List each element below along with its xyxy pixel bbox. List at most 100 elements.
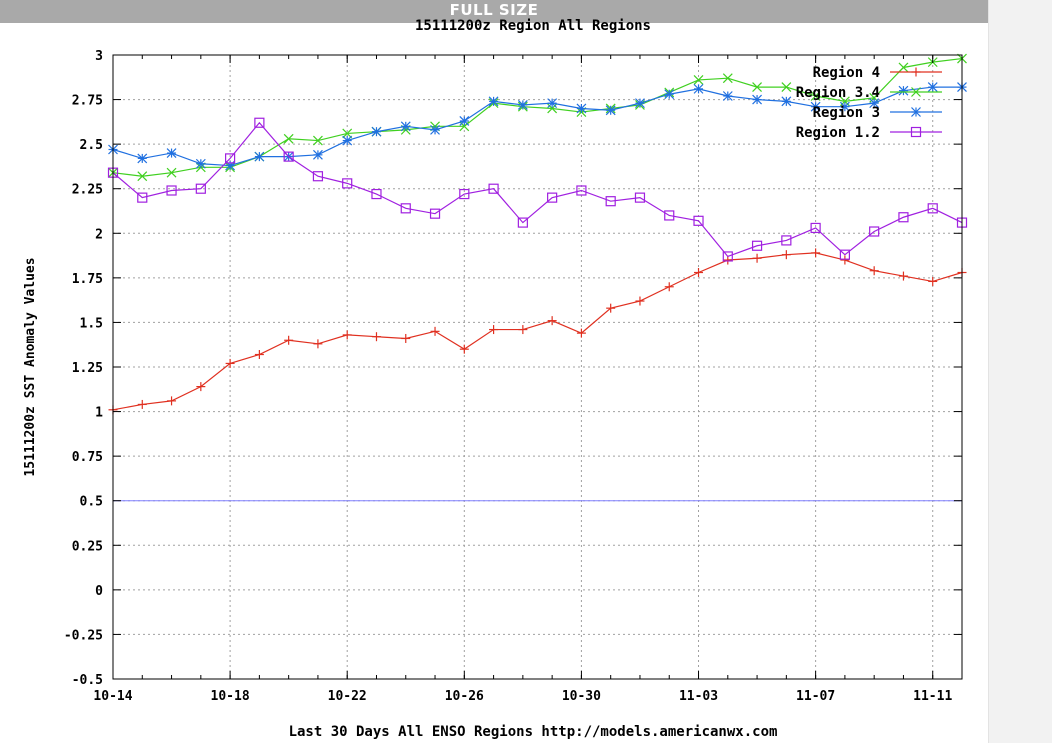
marker-stroke — [400, 121, 411, 132]
marker-stroke — [342, 135, 353, 146]
legend-marker-region-4 — [911, 67, 921, 77]
marker-stroke — [371, 126, 382, 137]
y-tick-label: -0.25 — [64, 628, 103, 643]
marker-stroke — [664, 210, 675, 221]
marker-stroke — [517, 217, 528, 228]
marker-stroke — [430, 124, 440, 135]
data-point-region-1-2 — [810, 222, 821, 234]
marker-stroke — [722, 73, 733, 84]
data-point-region-3 — [839, 101, 850, 112]
x-tick-label: 10-18 — [211, 689, 250, 704]
marker-stroke — [254, 117, 265, 128]
ticks: -0.5 -0.25 0 0.25 0.5 0.75 1 1.25 1.5 1.75 2 2.25 2.… — [64, 49, 963, 704]
data-point-region-1-2 — [342, 178, 353, 189]
data-point-region-1-2 — [839, 249, 850, 260]
data-point-region-4 — [547, 316, 557, 326]
data-point-region-4 — [489, 325, 499, 335]
data-point-region-4 — [635, 296, 645, 306]
marker-stroke — [400, 203, 411, 214]
data-point-region-1-2 — [898, 212, 909, 223]
marker-stroke — [547, 98, 558, 109]
data-point-region-4 — [752, 253, 762, 263]
marker-stroke — [927, 203, 938, 214]
marker-stroke — [781, 96, 792, 107]
series-line-region-3 — [112, 86, 962, 167]
data-point-region-3 — [313, 149, 323, 160]
full-size-label[interactable]: FULL SIZE — [449, 1, 539, 19]
marker-stroke — [459, 188, 470, 200]
data-point-region-3 — [635, 98, 645, 109]
data-point-region-3 — [664, 89, 675, 100]
data-point-region-4 — [781, 250, 791, 260]
data-point-region-3 — [517, 99, 528, 110]
data-point-region-1-2 — [576, 185, 587, 196]
data-point-region-4 — [254, 350, 264, 360]
marker-stroke — [781, 82, 792, 93]
marker-stroke — [429, 208, 441, 219]
data-point-region-3-4 — [810, 91, 821, 101]
data-point-region-3-4 — [342, 128, 353, 139]
legend-label-region-1-2: Region 1.2 — [796, 125, 880, 141]
data-point-region-4 — [371, 332, 381, 342]
marker-stroke — [254, 151, 265, 162]
marker-stroke — [693, 83, 704, 94]
data-point-region-1-2 — [254, 117, 265, 128]
data-point-region-4 — [196, 382, 206, 392]
data-point-region-1-2 — [429, 208, 441, 219]
data-point-region-3-4 — [781, 82, 792, 93]
marker-stroke — [781, 235, 792, 246]
marker-stroke — [342, 128, 353, 139]
data-point-region-3 — [781, 96, 792, 107]
series-line-region-1-2 — [112, 121, 963, 258]
data-point-region-3 — [488, 96, 499, 107]
grid — [113, 55, 962, 679]
marker-stroke — [313, 135, 323, 146]
x-tick-label: 10-22 — [328, 689, 367, 704]
data-point-region-4 — [225, 358, 235, 368]
data-point-region-1-2 — [605, 196, 616, 207]
marker-stroke — [313, 149, 323, 160]
x-tick-label: 10-14 — [93, 689, 132, 704]
data-point-region-1-2 — [693, 215, 704, 226]
data-point-region-4 — [137, 399, 147, 409]
marker-stroke — [283, 151, 294, 162]
marker-stroke — [869, 226, 880, 237]
data-point-region-3 — [459, 116, 470, 126]
data-point-region-4 — [576, 328, 586, 338]
data-point-region-3-4 — [722, 73, 733, 84]
marker-stroke — [927, 82, 938, 93]
y-tick-label: 1 — [95, 406, 103, 421]
marker-stroke — [911, 87, 921, 97]
marker-stroke — [898, 62, 909, 73]
data-point-region-1-2 — [722, 251, 733, 262]
y-tick-label: 0.25 — [72, 539, 103, 554]
marker-stroke — [576, 185, 587, 196]
data-point-region-1-2 — [517, 217, 528, 228]
data-point-region-1-2 — [927, 203, 938, 214]
data-point-region-1-2 — [488, 183, 499, 194]
marker-stroke — [459, 116, 470, 126]
marker-stroke — [605, 105, 616, 116]
y-tick-label: 0 — [95, 584, 103, 599]
data-point-region-1-2 — [751, 240, 763, 251]
y-tick-label: 0.75 — [72, 450, 103, 465]
data-point-region-3 — [752, 94, 762, 105]
data-point-region-3-4 — [283, 133, 294, 144]
marker-stroke — [634, 192, 646, 203]
sst-anomaly-chart: -0.5 -0.25 0 0.25 0.5 0.75 1 1.25 1.5 1.75 2 2.25 2.… — [23, 18, 968, 740]
data-point-region-4 — [430, 326, 440, 336]
y-tick-label: 2.75 — [72, 94, 103, 109]
data-point-region-4 — [869, 266, 879, 276]
x-tick-label: 11-03 — [679, 689, 718, 704]
marker-stroke — [664, 89, 675, 100]
marker-stroke — [722, 251, 733, 262]
data-point-region-1-2 — [781, 235, 792, 246]
data-point-region-3 — [342, 135, 353, 146]
legend-label-region-3-4: Region 3.4 — [796, 85, 880, 101]
marker-stroke — [283, 133, 294, 144]
series-line-region-4 — [112, 252, 963, 411]
marker-stroke — [166, 167, 177, 178]
data-point-region-4 — [167, 396, 177, 406]
legend-marker-region-1-2 — [910, 126, 922, 138]
data-point-region-3 — [195, 158, 206, 169]
